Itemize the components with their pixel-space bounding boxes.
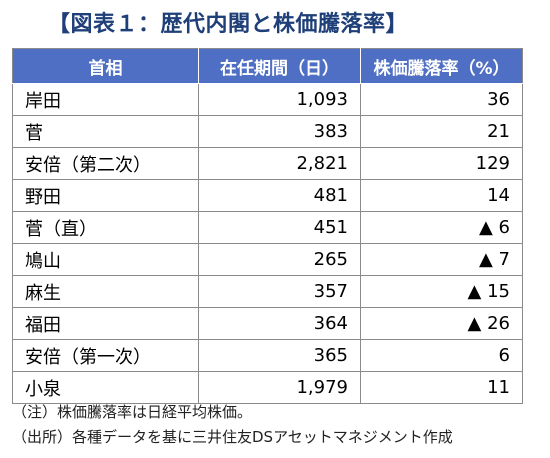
cell-prime-minister: 安倍（第一次） (12, 339, 199, 372)
column-header-tenure-days: 在任期間（日） (198, 48, 361, 84)
cell-tenure-days: 365 (198, 339, 361, 372)
cell-tenure-days: 265 (198, 243, 361, 276)
table-row: 岸田 1,093 36 (12, 83, 523, 116)
cell-stock-change: 11 (360, 371, 523, 404)
cell-tenure-days: 357 (198, 275, 361, 308)
cell-prime-minister: 野田 (12, 179, 199, 212)
cell-tenure-days: 1,093 (198, 83, 361, 116)
cabinet-stock-table: 首相 在任期間（日） 株価騰落率（%） 岸田 1,093 36 菅 383 21… (12, 48, 523, 404)
cell-prime-minister: 鳩山 (12, 243, 199, 276)
cell-stock-change: ▲ 7 (360, 243, 523, 276)
cell-tenure-days: 1,979 (198, 371, 361, 404)
footnote-source: （出所）各種データを基に三井住友DSアセットマネジメント作成 (12, 428, 453, 446)
cell-stock-change: 14 (360, 179, 523, 212)
cell-prime-minister: 麻生 (12, 275, 199, 308)
table-row: 菅（直） 451 ▲ 6 (12, 211, 523, 244)
table-row: 麻生 357 ▲ 15 (12, 275, 523, 308)
cell-stock-change: ▲ 6 (360, 211, 523, 244)
figure-title: 【図表１：歴代内閣と株価騰落率】 (48, 12, 409, 37)
cell-tenure-days: 481 (198, 179, 361, 212)
cell-prime-minister: 安倍（第二次） (12, 147, 199, 180)
column-header-stock-change: 株価騰落率（%） (360, 48, 523, 84)
footnote-note: （注）株価騰落率は日経平均株価。 (12, 403, 253, 421)
table-row: 小泉 1,979 11 (12, 371, 523, 404)
table-row: 安倍（第一次） 365 6 (12, 339, 523, 372)
table-row: 安倍（第二次） 2,821 129 (12, 147, 523, 180)
cell-prime-minister: 菅（直） (12, 211, 199, 244)
cell-tenure-days: 383 (198, 115, 361, 148)
cell-tenure-days: 2,821 (198, 147, 361, 180)
cell-stock-change: ▲ 26 (360, 307, 523, 340)
cell-stock-change: 36 (360, 83, 523, 116)
cell-stock-change: ▲ 15 (360, 275, 523, 308)
column-header-prime-minister: 首相 (12, 48, 199, 84)
footnotes: （注）株価騰落率は日経平均株価。 （出所）各種データを基に三井住友DSアセットマ… (12, 400, 453, 450)
table-row: 野田 481 14 (12, 179, 523, 212)
table-row: 菅 383 21 (12, 115, 523, 148)
cell-tenure-days: 451 (198, 211, 361, 244)
table-row: 福田 364 ▲ 26 (12, 307, 523, 340)
cell-tenure-days: 364 (198, 307, 361, 340)
cell-stock-change: 6 (360, 339, 523, 372)
table-row: 鳩山 265 ▲ 7 (12, 243, 523, 276)
cell-prime-minister: 小泉 (12, 371, 199, 404)
cell-prime-minister: 菅 (12, 115, 199, 148)
cell-stock-change: 21 (360, 115, 523, 148)
cell-prime-minister: 岸田 (12, 83, 199, 116)
cell-prime-minister: 福田 (12, 307, 199, 340)
table-header-row: 首相 在任期間（日） 株価騰落率（%） (12, 48, 523, 84)
cell-stock-change: 129 (360, 147, 523, 180)
